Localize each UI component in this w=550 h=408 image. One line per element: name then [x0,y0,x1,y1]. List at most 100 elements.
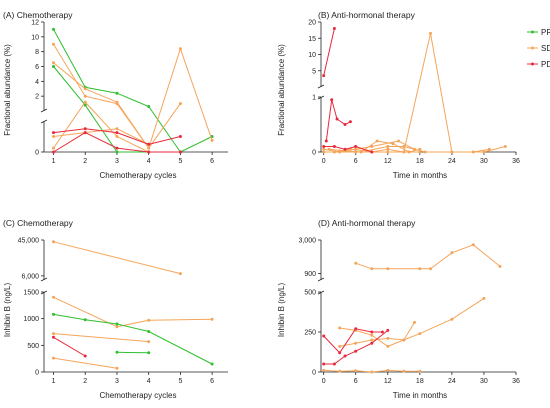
data-point [386,145,390,148]
data-point [498,264,502,268]
data-point [52,295,55,299]
x-axis-label: Time in months [393,391,447,400]
y-tick-label: 2 [35,94,39,101]
data-point [402,145,406,148]
data-point [52,131,55,135]
series-line [53,333,149,343]
data-point [52,335,55,339]
data-point [386,267,390,271]
data-point [83,131,87,135]
series-line [355,244,501,270]
y-tick-label: 0 [35,150,39,157]
legend-label: PD [541,60,550,69]
legend-item-pd: PD [527,60,550,69]
data-point [115,366,119,370]
data-point [52,61,55,65]
data-point [332,27,336,30]
data-point [83,127,87,131]
series-sd [354,243,502,271]
data-point [370,341,374,345]
data-point [402,369,406,373]
data-point [52,150,55,154]
x-axis-label: Chemotherapy cycles [100,391,177,400]
series-line [323,328,383,354]
data-point [370,333,374,337]
data-point [322,368,326,372]
data-point [210,138,214,142]
series-sd [338,296,486,348]
data-point [178,272,182,276]
data-point [115,325,119,329]
y-tick-label: 500 [27,343,39,350]
y-tick-label: 12 [31,20,39,27]
legend-swatch-marker [531,30,534,34]
x-tick-label: 5 [178,378,182,385]
data-point [338,351,342,355]
series-line [53,241,181,275]
y-tick-label: 8 [35,49,39,56]
data-point [354,261,358,265]
data-point [413,320,416,324]
y-tick-label: 0 [312,370,316,377]
legend-swatch-marker [531,62,534,66]
data-point [354,349,358,353]
series-sd [52,100,151,154]
data-point [52,42,55,46]
panel-c: (C) Chemotherapy 1 2 3 4 5 6 0 500 1000 1500 6,000 4… [3,218,228,400]
x-tick-label: 6 [354,158,358,165]
x-tick-label: 36 [512,378,520,385]
x-tick-label: 36 [512,158,520,165]
data-point [391,142,395,146]
x-tick-label: 6 [210,378,214,385]
data-point [83,100,87,104]
y-tick-label: 900 [304,271,316,278]
axis-break-mark [40,290,48,295]
series-pd [324,98,352,143]
data-point [402,338,406,342]
y-axis-label: Fractional abundance (%) [3,44,12,136]
series-pd [52,335,87,358]
data-point [418,150,422,154]
x-tick-label: 1 [52,378,56,385]
y-axis-label: Fractional abundance (%) [277,44,286,136]
x-tick-label: 12 [384,158,392,165]
y-tick-label: 10 [308,52,316,59]
axis-break-mark [317,277,325,282]
data-point [83,318,87,322]
data-point [354,341,358,345]
data-point [354,327,358,331]
data-point [322,150,326,154]
series-line [325,99,351,142]
y-tick-label: 1000 [23,316,39,323]
data-point [178,47,182,51]
data-point [370,150,374,154]
y-tick-label: 15 [308,36,316,43]
x-tick-label: 6 [210,158,214,165]
x-axis-label: Time in months [393,171,447,180]
data-point [332,362,336,366]
x-tick-label: 3 [115,378,119,385]
legend: PR SD PD [527,28,550,69]
x-tick-label: 2 [83,158,87,165]
data-point [52,27,55,31]
data-point [330,98,334,102]
data-point [52,65,55,68]
data-point [52,312,55,316]
x-tick-label: 4 [147,158,151,165]
y-axis-label: Inhibin B (ng/L) [277,283,286,338]
series-pr [115,350,151,355]
data-point [147,351,151,355]
series-line [116,351,149,354]
data-point [471,150,475,154]
y-tick-label: 250 [304,330,316,337]
x-tick-label: 3 [115,158,119,165]
data-point [418,332,422,336]
data-point [52,135,55,138]
series-pd [52,131,182,154]
data-point [370,338,374,342]
panel-title: (B) Anti-hormonal therapy [318,10,416,20]
legend-swatch-marker [531,46,534,50]
x-tick-label: 18 [416,378,424,385]
